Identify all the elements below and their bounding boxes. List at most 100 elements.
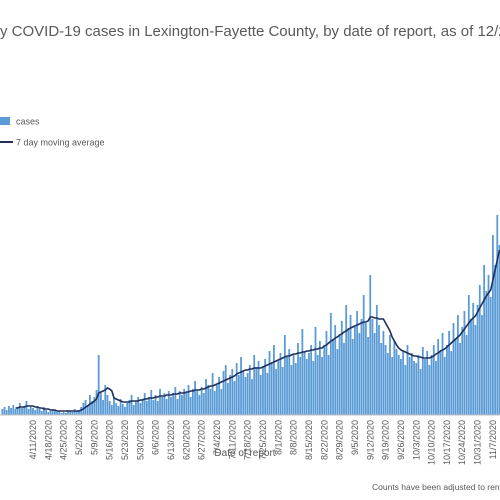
bar bbox=[290, 365, 293, 415]
bar bbox=[130, 395, 133, 415]
bar bbox=[452, 323, 455, 415]
bar bbox=[104, 385, 107, 415]
bar bbox=[483, 265, 486, 415]
bar bbox=[441, 333, 444, 415]
x-tick-label: 4/11/2020 bbox=[28, 420, 38, 459]
bar bbox=[338, 335, 341, 415]
bar bbox=[373, 333, 376, 415]
bar bbox=[494, 265, 496, 415]
bar bbox=[456, 315, 459, 415]
bar bbox=[465, 335, 468, 415]
bar bbox=[259, 375, 262, 415]
bar bbox=[191, 389, 194, 415]
chart-title: y COVID-19 cases in Lexington-Fayette Co… bbox=[0, 23, 500, 40]
bar bbox=[404, 365, 407, 415]
bar bbox=[205, 379, 207, 415]
bar bbox=[481, 315, 483, 415]
bar bbox=[316, 355, 319, 415]
x-tick-label: 6/27/2020 bbox=[197, 420, 207, 460]
x-tick-label: 7/18/2020 bbox=[243, 420, 253, 460]
x-tick-label: 10/17/2020 bbox=[442, 420, 452, 465]
bar bbox=[135, 401, 137, 415]
bar bbox=[40, 411, 43, 415]
bar bbox=[64, 413, 67, 415]
bar bbox=[69, 411, 72, 415]
x-tick-label: 7/4/2020 bbox=[212, 420, 222, 455]
bar bbox=[421, 347, 424, 415]
bar bbox=[213, 391, 216, 415]
bar bbox=[45, 410, 48, 415]
bar bbox=[257, 361, 260, 415]
x-tick-label: 10/3/2020 bbox=[411, 420, 421, 460]
bar bbox=[159, 389, 161, 415]
bar bbox=[185, 393, 188, 415]
bar bbox=[56, 412, 58, 415]
bar bbox=[312, 361, 315, 415]
bar bbox=[202, 393, 205, 415]
bar bbox=[12, 405, 15, 415]
bar bbox=[119, 399, 122, 415]
bar bbox=[343, 343, 345, 415]
bar bbox=[229, 375, 231, 415]
bar bbox=[156, 401, 159, 415]
bar bbox=[110, 405, 113, 415]
bar bbox=[14, 409, 17, 415]
bar bbox=[163, 393, 166, 415]
bar bbox=[279, 353, 282, 415]
bar bbox=[174, 387, 177, 415]
bar bbox=[400, 359, 402, 415]
bar bbox=[106, 395, 109, 415]
bar bbox=[200, 387, 203, 415]
bar bbox=[211, 373, 214, 415]
bar bbox=[393, 341, 396, 415]
bar bbox=[255, 367, 258, 415]
bar bbox=[196, 391, 199, 415]
bar bbox=[358, 333, 361, 415]
x-tick-label: 5/16/2020 bbox=[105, 420, 115, 460]
bar bbox=[170, 397, 172, 415]
bar bbox=[347, 329, 350, 415]
x-tick-label: 6/13/2020 bbox=[166, 420, 176, 460]
bar bbox=[176, 399, 179, 415]
bar bbox=[222, 371, 225, 415]
bar bbox=[340, 321, 343, 415]
bar bbox=[246, 373, 249, 415]
bar bbox=[78, 410, 80, 415]
bar bbox=[301, 329, 304, 415]
bar bbox=[386, 353, 389, 415]
x-tick-label: 6/20/2020 bbox=[181, 420, 191, 460]
bar bbox=[54, 410, 56, 415]
bar bbox=[362, 295, 365, 415]
bar bbox=[297, 343, 299, 415]
bar bbox=[220, 389, 223, 415]
bar bbox=[275, 369, 277, 415]
bar bbox=[75, 411, 78, 415]
bar bbox=[207, 385, 210, 415]
bar bbox=[143, 393, 146, 415]
bar bbox=[391, 357, 394, 415]
bar bbox=[268, 351, 271, 415]
bar bbox=[397, 355, 400, 415]
bar bbox=[95, 390, 98, 415]
bar bbox=[233, 381, 236, 415]
x-tick-label: 4/25/2020 bbox=[59, 420, 69, 460]
bar bbox=[227, 383, 229, 415]
bar bbox=[86, 405, 89, 415]
bar bbox=[21, 408, 23, 415]
bar bbox=[124, 407, 126, 415]
bar bbox=[492, 235, 494, 415]
bar bbox=[51, 409, 54, 415]
x-tick-label: 9/5/2020 bbox=[350, 420, 360, 455]
bar bbox=[426, 351, 429, 415]
bar bbox=[5, 410, 8, 415]
bar bbox=[336, 349, 339, 415]
bar bbox=[141, 399, 144, 415]
bar bbox=[132, 405, 135, 415]
legend-swatch bbox=[0, 117, 10, 125]
bar bbox=[242, 371, 245, 415]
bar bbox=[251, 379, 253, 415]
bar bbox=[432, 345, 435, 415]
bar bbox=[417, 355, 420, 415]
bar bbox=[472, 303, 475, 415]
